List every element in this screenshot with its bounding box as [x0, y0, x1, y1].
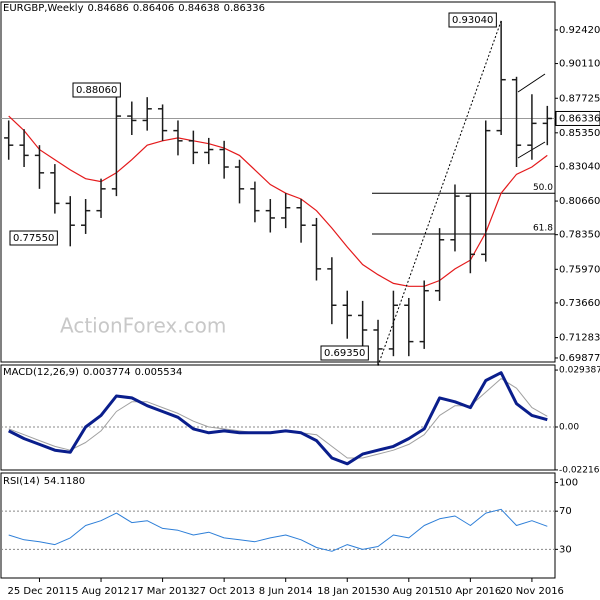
header-close: 0.86336 — [223, 3, 265, 14]
x-tick-label: 27 Oct 2013 — [193, 586, 255, 597]
x-tick-label: 18 Jan 2015 — [317, 586, 377, 597]
y-tick-label: 0.73660 — [559, 298, 600, 309]
y-tick-label: 0.92420 — [559, 25, 600, 36]
x-tick-label: 10 Apr 2016 — [439, 586, 501, 597]
channel-line — [517, 73, 546, 93]
y-tick-label: 0.029387 — [559, 366, 600, 376]
annotation-label: 0.69350 — [324, 348, 365, 359]
y-tick-label: 30 — [559, 544, 572, 555]
y-tick-label: 0.80660 — [559, 196, 600, 207]
symbol: EURGBP,Weekly — [3, 3, 84, 14]
annotation-label: 0.77550 — [13, 233, 54, 244]
macd-header: MACD(12,26,9) 0.003774 0.005534 — [3, 367, 187, 378]
rsi-value: 54.1180 — [43, 476, 86, 487]
annotation-label: 0.93040 — [452, 15, 493, 26]
y-tick-label: 0.90110 — [559, 59, 600, 70]
fib-label: 50.0 — [533, 183, 553, 193]
rsi-header: RSI(14) 54.1180 — [3, 476, 90, 487]
annotation-box — [9, 230, 58, 246]
y-tick-label: 0.85350 — [559, 128, 600, 139]
macd-value: 0.003774 — [82, 367, 131, 378]
y-tick-label: 0.78350 — [559, 230, 600, 241]
y-tick-label: 70 — [559, 506, 572, 517]
x-tick-label: 8 Jun 2014 — [259, 586, 313, 597]
series-line — [8, 378, 548, 459]
last-price-label: 0.86336 — [559, 113, 600, 124]
header-low: 0.84638 — [178, 3, 220, 14]
x-tick-label: 20 Nov 2016 — [500, 586, 564, 597]
y-tick-label: 0.00 — [559, 422, 579, 432]
x-tick-label: 30 Aug 2015 — [377, 586, 441, 597]
y-tick-label: 100 — [559, 478, 578, 489]
price-header: EURGBP,Weekly 0.84686 0.86406 0.84638 0.8633… — [3, 3, 269, 14]
y-tick-label: 0.71283 — [559, 333, 600, 344]
x-tick-label: 17 Mar 2013 — [131, 586, 194, 597]
series-line — [8, 508, 548, 552]
y-tick-label: 0.69877 — [559, 353, 600, 364]
annotation-box — [72, 82, 121, 98]
fib-label: 61.8 — [533, 223, 553, 233]
y-tick-label: 0.87725 — [559, 93, 600, 104]
panel-frame — [0, 364, 556, 471]
annotation-box — [448, 12, 497, 28]
y-tick-label: 0.83040 — [559, 161, 600, 172]
last-price-box — [555, 110, 600, 126]
header-open: 0.84686 — [87, 3, 129, 14]
signal-value: 0.005534 — [134, 367, 183, 378]
macd-title: MACD(12,26,9) — [3, 367, 79, 378]
panel-frame — [0, 1, 556, 363]
series-line — [8, 371, 548, 466]
moving-average — [8, 115, 548, 287]
y-tick-label: 0.75970 — [559, 264, 600, 275]
watermark: ActionForex.com — [60, 314, 226, 338]
annotation-box — [320, 345, 369, 361]
panel-frame — [0, 472, 556, 579]
x-tick-label: 5 Aug 2012 — [72, 586, 130, 597]
trend-line — [377, 20, 502, 366]
header-high: 0.86406 — [132, 3, 175, 14]
x-tick-label: 25 Dec 2011 — [8, 586, 72, 597]
annotation-label: 0.88060 — [76, 85, 117, 96]
rsi-title: RSI(14) — [3, 476, 40, 487]
